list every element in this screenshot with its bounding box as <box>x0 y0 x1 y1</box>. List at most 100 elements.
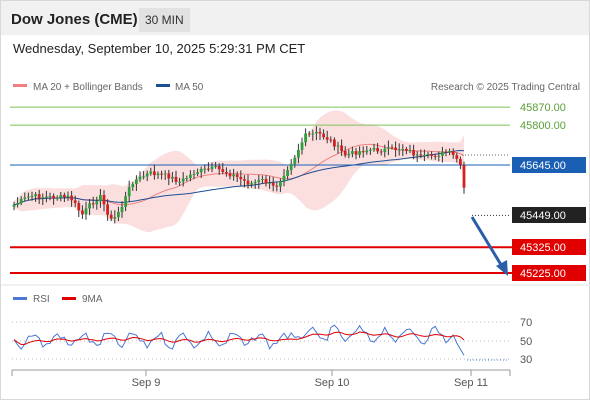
candle <box>189 170 192 182</box>
x-label-sep11: Sep 11 <box>454 377 488 389</box>
candle-body <box>444 151 448 153</box>
candle <box>214 162 217 169</box>
candle-body <box>217 166 221 170</box>
candle <box>401 144 405 157</box>
candle <box>232 168 235 181</box>
timeframe-button[interactable]: 30 MIN <box>139 8 190 32</box>
candle <box>59 192 63 202</box>
candle-body <box>286 170 289 176</box>
candle <box>23 192 27 202</box>
candle-body <box>91 203 95 205</box>
candle-body <box>181 178 185 182</box>
candle <box>210 162 214 173</box>
candle-body <box>221 169 225 172</box>
candle <box>27 192 30 201</box>
candle-body <box>246 180 250 185</box>
candle-body <box>343 150 347 156</box>
credit-text: Research © 2025 Trading Central <box>431 82 580 93</box>
candle-body <box>52 195 55 199</box>
candle <box>437 151 441 162</box>
candle-body <box>66 195 70 197</box>
candle-body <box>333 139 336 147</box>
candle-body <box>354 151 358 155</box>
candle-body <box>430 154 433 156</box>
candle-body <box>84 208 88 215</box>
candle-body <box>48 195 52 197</box>
candle-body <box>315 131 318 134</box>
candle-body <box>437 155 441 157</box>
candle-body <box>253 182 257 184</box>
candle <box>235 171 239 182</box>
candle <box>441 146 444 163</box>
candle <box>84 201 88 220</box>
resistance-2-label: 45870.00 <box>520 102 566 114</box>
candle-body <box>304 133 307 143</box>
candle-body <box>279 181 282 187</box>
candle-body <box>45 196 48 198</box>
candle <box>318 127 322 140</box>
candle-body <box>37 194 41 199</box>
candle-body <box>257 179 261 182</box>
candle-body <box>307 133 311 135</box>
candle-body <box>131 184 135 187</box>
candle <box>217 163 221 175</box>
candle-body <box>282 175 286 182</box>
candle <box>408 144 412 154</box>
candle-body <box>228 173 232 177</box>
candle <box>228 169 232 180</box>
candle-body <box>358 151 361 155</box>
candle <box>462 161 466 194</box>
candle-body <box>340 145 343 151</box>
candle-body <box>351 151 354 154</box>
candle-body <box>88 203 91 209</box>
rsi-ma-legend-swatch <box>62 297 76 300</box>
candle <box>131 181 135 191</box>
candle <box>426 151 430 159</box>
rsi-30-label: 30 <box>520 354 532 366</box>
candle <box>73 195 77 208</box>
candle <box>37 189 41 204</box>
rsi-ma-legend-label: 9MA <box>82 294 103 305</box>
candle-body <box>250 183 253 185</box>
forecast-arrow-shaft <box>470 216 505 269</box>
candle <box>196 168 199 177</box>
candle <box>55 195 59 201</box>
price-levels <box>10 106 585 274</box>
rsi-70-label: 70 <box>520 317 532 329</box>
candle <box>268 176 271 189</box>
candle-body <box>300 142 304 150</box>
candle-body <box>275 185 279 187</box>
candle-body <box>12 204 16 207</box>
rsi-line <box>13 324 465 356</box>
candle-body <box>102 195 106 205</box>
candle <box>225 167 228 177</box>
candle <box>379 149 383 156</box>
candle-body <box>390 147 394 149</box>
candle-body <box>19 199 23 204</box>
candle <box>257 174 261 189</box>
candle-body <box>322 133 325 138</box>
candle <box>185 175 189 182</box>
candle <box>397 143 401 156</box>
candle <box>343 146 347 158</box>
candle <box>109 210 113 222</box>
candle <box>138 171 142 183</box>
candle-body <box>153 171 156 176</box>
candle-body <box>63 194 66 197</box>
candle <box>394 141 397 157</box>
candle <box>289 159 293 175</box>
forecast-arrow-icon <box>496 260 508 276</box>
candle <box>322 129 325 140</box>
candle-body <box>268 182 271 184</box>
candle <box>300 137 304 155</box>
candle <box>347 149 351 159</box>
candle <box>181 172 185 187</box>
candle-body <box>113 217 117 219</box>
candle-body <box>196 172 199 174</box>
candle <box>340 139 343 156</box>
candle <box>415 151 419 163</box>
candle-body <box>178 181 181 183</box>
candle <box>264 175 268 187</box>
candle <box>199 166 203 178</box>
